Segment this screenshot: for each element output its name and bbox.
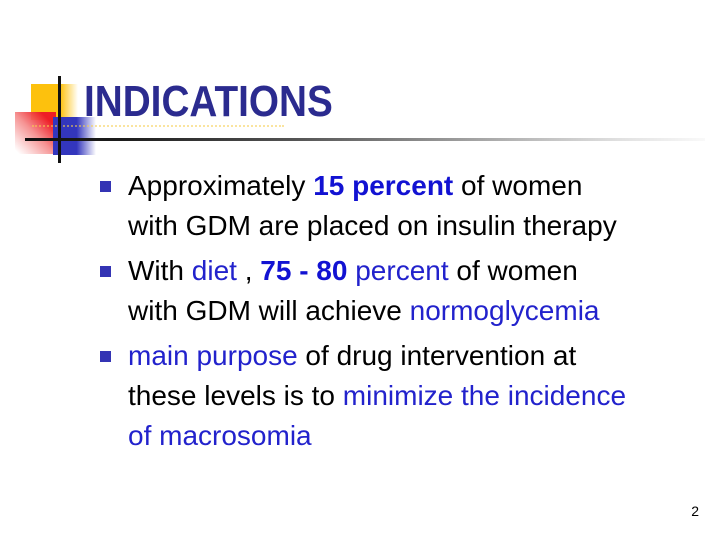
text-run: minimize the incidence bbox=[342, 380, 627, 411]
text-run: percent bbox=[355, 255, 449, 286]
text-run: with GDM will achieve bbox=[128, 295, 410, 326]
decor-vertical-line bbox=[58, 76, 61, 163]
list-item: With diet , 75 - 80 percent of women with… bbox=[100, 251, 700, 331]
text-run: 15 percent bbox=[313, 170, 454, 201]
text-run: diet bbox=[191, 255, 237, 286]
text-run: With bbox=[128, 255, 192, 286]
list-item: main purpose of drug intervention at thes… bbox=[100, 336, 700, 456]
text-run: of women bbox=[453, 170, 583, 201]
slide-title: INDICATIONS bbox=[84, 77, 333, 126]
text-run: of drug intervention at bbox=[297, 340, 577, 371]
decor-red-square bbox=[15, 112, 56, 154]
bullet-text: With diet , 75 - 80 percent of women with… bbox=[128, 255, 600, 326]
text-run: with GDM are placed on insulin therapy bbox=[128, 210, 617, 241]
text-run: of women bbox=[448, 255, 578, 286]
text-run: , bbox=[236, 255, 261, 286]
bullet-list: Approximately 15 percent of women with GD… bbox=[100, 166, 700, 461]
page-number: 2 bbox=[691, 503, 699, 519]
decor-dotted-line bbox=[32, 125, 284, 127]
bullet-square-icon bbox=[100, 266, 111, 277]
title-underline bbox=[25, 138, 705, 141]
text-run: 75 - 80 bbox=[260, 255, 348, 286]
bullet-square-icon bbox=[100, 181, 111, 192]
bullet-square-icon bbox=[100, 351, 111, 362]
list-item: Approximately 15 percent of women with GD… bbox=[100, 166, 700, 246]
text-run: normoglycemia bbox=[409, 295, 600, 326]
text-run: Approximately bbox=[128, 170, 314, 201]
text-run: these levels is to bbox=[128, 380, 343, 411]
bullet-text: Approximately 15 percent of women with GD… bbox=[128, 170, 617, 241]
text-run: of macrosomia bbox=[128, 420, 312, 451]
bullet-text: main purpose of drug intervention at thes… bbox=[128, 340, 626, 451]
text-run: main purpose bbox=[128, 340, 298, 371]
